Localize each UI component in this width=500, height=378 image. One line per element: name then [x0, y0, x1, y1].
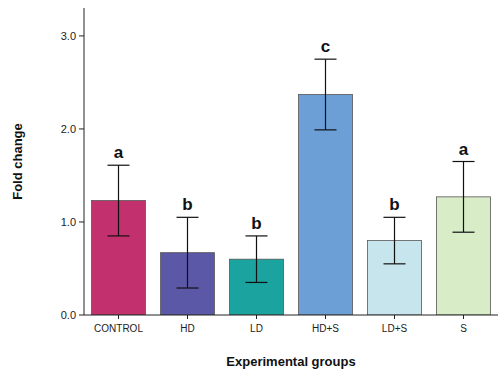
x-tick-label: HD+S — [312, 323, 339, 334]
x-tick — [187, 315, 188, 319]
x-axis-label: Experimental groups — [226, 354, 355, 369]
error-bar — [177, 217, 199, 288]
x-tick-label: LD+S — [382, 323, 408, 334]
x-axis-line — [84, 315, 498, 316]
x-tick — [463, 315, 464, 319]
annotation: b — [251, 214, 261, 233]
annotation: b — [182, 195, 192, 214]
error-stem — [394, 217, 395, 264]
error-cap — [453, 232, 475, 233]
error-cap — [315, 129, 337, 130]
y-tick-label: 0.0 — [61, 309, 76, 321]
error-cap — [315, 59, 337, 60]
x-tick — [118, 315, 119, 319]
annotation: b — [389, 195, 399, 214]
y-tick-label: 1.0 — [61, 216, 76, 228]
error-cap — [384, 263, 406, 264]
error-bar — [108, 165, 130, 236]
error-stem — [187, 217, 188, 288]
error-cap — [177, 217, 199, 218]
error-cap — [453, 161, 475, 162]
error-cap — [177, 287, 199, 288]
x-tick — [325, 315, 326, 319]
x-tick-label: CONTROL — [94, 323, 143, 334]
error-cap — [246, 282, 268, 283]
error-stem — [463, 162, 464, 233]
error-cap — [108, 235, 130, 236]
y-tick-label: 2.0 — [61, 123, 76, 135]
error-stem — [256, 236, 257, 283]
error-bar — [246, 236, 268, 283]
annotation: c — [321, 37, 330, 56]
chart-svg: a b b c b a 0.0 1.0 2.0 3.0 CONTROL HD LD HD+S LD+S S Ex… — [0, 0, 500, 378]
annotation: a — [114, 143, 124, 162]
x-tick — [394, 315, 395, 319]
x-tick-label: S — [460, 323, 467, 334]
y-tick — [79, 315, 84, 316]
y-tick — [79, 35, 84, 36]
x-tick-label: HD — [180, 323, 194, 334]
error-bar — [453, 162, 475, 233]
y-tick — [79, 128, 84, 129]
error-bar — [315, 59, 337, 130]
error-cap — [384, 217, 406, 218]
x-tick-label: LD — [250, 323, 263, 334]
error-cap — [108, 165, 130, 166]
x-tick — [256, 315, 257, 319]
error-bar — [384, 217, 406, 264]
error-stem — [325, 59, 326, 130]
plot-area — [92, 59, 491, 315]
y-axis-line — [84, 8, 85, 315]
annotation: a — [459, 140, 469, 159]
chart-root: a b b c b a 0.0 1.0 2.0 3.0 CONTROL HD LD HD+S LD+S S Ex… — [0, 0, 500, 378]
y-tick-label: 3.0 — [61, 30, 76, 42]
error-stem — [118, 165, 119, 236]
y-axis-label: Fold change — [10, 123, 25, 200]
y-tick — [79, 221, 84, 222]
error-cap — [246, 235, 268, 236]
